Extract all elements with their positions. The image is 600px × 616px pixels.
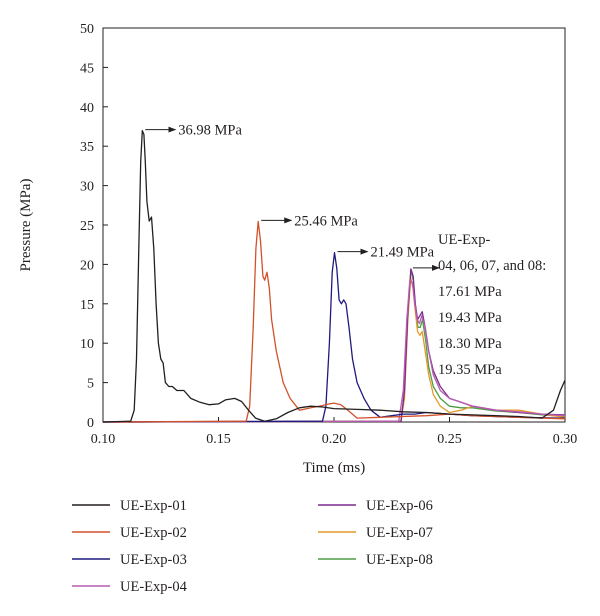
y-tick-label: 5 bbox=[87, 377, 94, 392]
legend-item-ue-exp-04: UE-Exp-04 bbox=[72, 579, 188, 595]
x-axis-title: Time (ms) bbox=[303, 460, 365, 476]
y-tick-label: 45 bbox=[80, 61, 94, 76]
legend-item-ue-exp-03: UE-Exp-03 bbox=[72, 552, 187, 568]
y-tick-label: 50 bbox=[80, 22, 94, 37]
series-lines bbox=[102, 129, 566, 423]
legend: UE-Exp-01 UE-Exp-06 UE-Exp-02 UE-Exp-07 UE-E… bbox=[72, 498, 433, 595]
group-annotation-line: 04, 06, 07, and 08: bbox=[438, 258, 546, 274]
y-tick-label: 30 bbox=[80, 180, 94, 195]
y-tick-label: 10 bbox=[80, 337, 94, 352]
peak-annotation-label: 21.49 MPa bbox=[370, 245, 434, 261]
group-annotation-line: 18.30 MPa bbox=[438, 336, 502, 352]
legend-label: UE-Exp-08 bbox=[366, 552, 433, 568]
peak-annotation-label: 36.98 MPa bbox=[178, 123, 242, 139]
y-tick-label: 20 bbox=[80, 258, 94, 273]
legend-label: UE-Exp-03 bbox=[120, 552, 187, 568]
x-tick-label: 0.15 bbox=[206, 432, 231, 447]
legend-label: UE-Exp-04 bbox=[120, 579, 188, 595]
series-line-ue-exp-04 bbox=[102, 279, 566, 423]
legend-item-ue-exp-07: UE-Exp-07 bbox=[318, 525, 433, 541]
y-tick-label: 40 bbox=[80, 101, 94, 116]
legend-item-ue-exp-02: UE-Exp-02 bbox=[72, 525, 187, 541]
x-axis: 0.10 0.15 0.20 0.25 0.30 bbox=[91, 417, 578, 447]
x-tick-label: 0.20 bbox=[322, 432, 347, 447]
group-annotation-line: 19.35 MPa bbox=[438, 362, 502, 378]
series-line-ue-exp-01 bbox=[102, 129, 566, 423]
peak-annotation-label: 25.46 MPa bbox=[294, 213, 358, 229]
legend-item-ue-exp-06: UE-Exp-06 bbox=[318, 498, 433, 514]
group-annotation-line: 17.61 MPa bbox=[438, 284, 502, 300]
legend-label: UE-Exp-02 bbox=[120, 525, 187, 541]
y-tick-label: 0 bbox=[87, 416, 94, 431]
legend-label: UE-Exp-01 bbox=[120, 498, 187, 514]
x-tick-label: 0.30 bbox=[553, 432, 578, 447]
y-tick-label: 35 bbox=[80, 140, 94, 155]
group-annotation-line: UE-Exp- bbox=[438, 232, 491, 248]
x-tick-label: 0.25 bbox=[437, 432, 462, 447]
legend-item-ue-exp-01: UE-Exp-01 bbox=[72, 498, 187, 514]
x-tick-label: 0.10 bbox=[91, 432, 116, 447]
series-line-ue-exp-02 bbox=[102, 220, 566, 423]
legend-label: UE-Exp-06 bbox=[366, 498, 433, 514]
y-tick-label: 15 bbox=[80, 298, 94, 313]
group-annotation-line: 19.43 MPa bbox=[438, 310, 502, 326]
legend-label: UE-Exp-07 bbox=[366, 525, 433, 541]
legend-item-ue-exp-08: UE-Exp-08 bbox=[318, 552, 433, 568]
y-axis: 0 5 10 15 20 25 30 35 40 45 50 bbox=[80, 22, 108, 431]
y-axis-title: Pressure (MPa) bbox=[18, 179, 34, 272]
y-tick-label: 25 bbox=[80, 219, 94, 234]
